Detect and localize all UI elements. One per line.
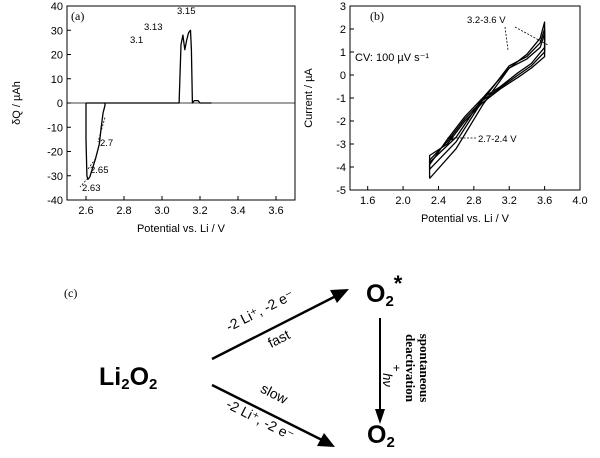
y-tick-label: -40 [47,195,63,207]
y-axis-label: Current / µA [303,68,315,128]
li2o2-label: Li2O2 [99,363,157,393]
plot-frame [349,5,581,191]
x-tick-label: 4.0 [572,195,587,207]
y-tick-label: -10 [47,122,63,134]
y-tick-label: -5 [336,185,346,197]
deactivation-line3: + [389,364,404,371]
y-tick-label: -2 [336,116,346,128]
annotation-leader [87,158,96,170]
cv-rate-label: CV: 100 µV s⁻¹ [355,52,429,64]
y-tick-label: 2 [340,24,346,36]
chart-a: 2.6 2.8 3.0 3.2 3.4 3.6 -40 -30 -20 -10 0 10 20 30 40 P… [11,1,296,235]
y-tick-label: 0 [340,70,346,82]
x-tick-label: 3.2 [192,205,207,217]
y-tick-label: 20 [51,50,63,62]
reaction-scheme: (c) Li2O2 O2* O2 -2 Li⁺, -2 e⁻ fast slow… [64,271,432,451]
deactivation-line4: hν [380,373,395,387]
annotation-label: 3.2-3.6 V [467,15,506,26]
y-tick-label: -20 [47,147,63,159]
annotation-label: 2.65 [90,165,109,176]
y-axis-label: δQ / µAh [11,81,23,125]
fast-arrowhead [330,289,349,303]
y-tick-label: 1 [340,47,346,59]
x-tick-label: 3.6 [537,195,552,207]
x-tick-label: 3.2 [502,195,517,207]
deactivation-line2: deactivation [403,334,418,403]
x-tick-label: 2.4 [431,195,446,207]
slow-label-charge: -2 Li⁺, -2 e⁻ [224,396,297,444]
slow-label-speed: slow [258,380,291,407]
annotation-label: 3.13 [144,22,163,33]
annotation-leader [79,177,89,188]
y-tick-label: 10 [51,74,63,86]
x-axis-label: Potential vs. Li / V [137,223,226,235]
panel-label: (a) [71,9,84,23]
deactivation-arrowhead [375,409,385,424]
annotation-label: 3.15 [177,6,196,17]
o2-excited-label: O2* [366,271,403,310]
y-tick-label: 3 [340,1,346,13]
y-tick-label: 0 [57,98,63,110]
x-tick-label: 2.0 [395,195,410,207]
y-tick-label: -4 [336,162,346,174]
annotation-label: 2.63 [82,183,101,194]
panel-label: (b) [370,9,384,23]
series-line [428,32,546,163]
y-tick-label: -1 [336,93,346,105]
annotation-leader [97,117,106,143]
annotation-leader [514,26,549,46]
series-line [428,21,546,179]
y-tick-label: 40 [51,1,63,13]
annotation-leader [504,26,509,51]
panel-label-c: (c) [64,286,77,300]
annotation-label: 2.7-2.4 V [478,134,517,145]
series-line [85,103,106,181]
x-tick-label: 3.6 [268,205,283,217]
x-tick-label: 3.4 [230,205,245,217]
y-tick-label: 30 [51,25,63,37]
x-tick-label: 2.8 [466,195,481,207]
x-tick-label: 2.8 [116,205,131,217]
x-tick-label: 1.6 [360,195,375,207]
o2-ground-label: O2 [367,421,395,451]
x-tick-label: 3.0 [154,205,169,217]
x-axis-label: Potential vs. Li / V [421,213,510,225]
annotation-label: 3.1 [130,35,143,46]
slow-arrowhead [317,433,335,447]
fast-arrow [211,294,337,361]
y-tick-label: -3 [336,139,346,151]
y-tick-label: -30 [47,171,63,183]
annotation-label: 2.7 [100,138,113,149]
slow-arrow [211,383,323,442]
deactivation-line1: spontaneous [417,334,432,403]
chart-b: 1.6 2.0 2.4 2.8 3.2 3.6 4.0 -5 -4 -3 -2 -1 0 1 2 3 Poten… [303,1,588,225]
series-line [86,29,212,104]
annotation-arrowhead [447,135,453,141]
x-tick-label: 2.6 [78,205,93,217]
